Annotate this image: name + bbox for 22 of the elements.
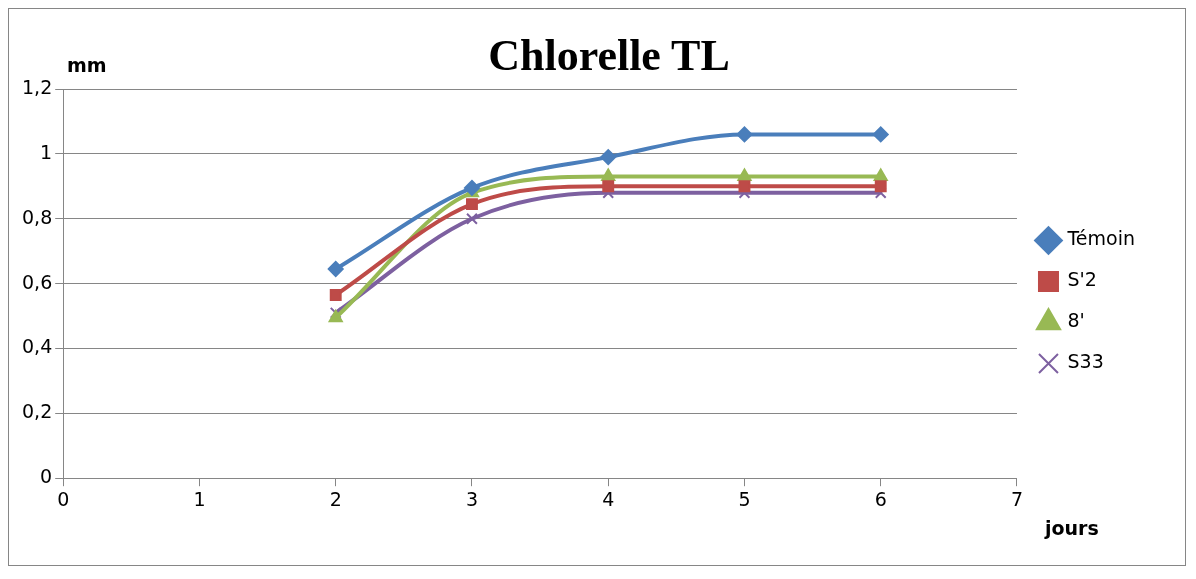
x-tick-label: 0 xyxy=(57,487,70,510)
x-axis-title: jours xyxy=(1043,517,1099,540)
y-tick-label: 0,4 xyxy=(22,335,53,358)
y-tick-label: 1 xyxy=(40,140,53,163)
y-tick-label: 1,2 xyxy=(22,75,53,98)
x-tick-label: 7 xyxy=(1010,487,1024,510)
y-tick-label: 0 xyxy=(40,465,53,488)
legend-label: 8' xyxy=(1067,309,1085,332)
x-tick-label: 1 xyxy=(193,487,206,510)
x-tick-label: 3 xyxy=(465,487,479,510)
x-tick-label: 4 xyxy=(602,487,615,510)
legend-label: Témoin xyxy=(1066,227,1136,250)
legend-label: S'2 xyxy=(1067,268,1097,291)
chart-title: Chlorelle TL xyxy=(488,31,730,81)
y-tick-label: 0,2 xyxy=(22,400,53,423)
y-axis-title: mm xyxy=(67,54,107,77)
x-tick-label: 6 xyxy=(874,487,887,510)
x-tick-label: 5 xyxy=(738,487,751,510)
legend-label: S33 xyxy=(1067,350,1104,373)
y-tick-label: 0,8 xyxy=(22,205,53,228)
y-tick-label: 0,6 xyxy=(22,270,53,293)
x-tick-label: 2 xyxy=(329,487,342,510)
